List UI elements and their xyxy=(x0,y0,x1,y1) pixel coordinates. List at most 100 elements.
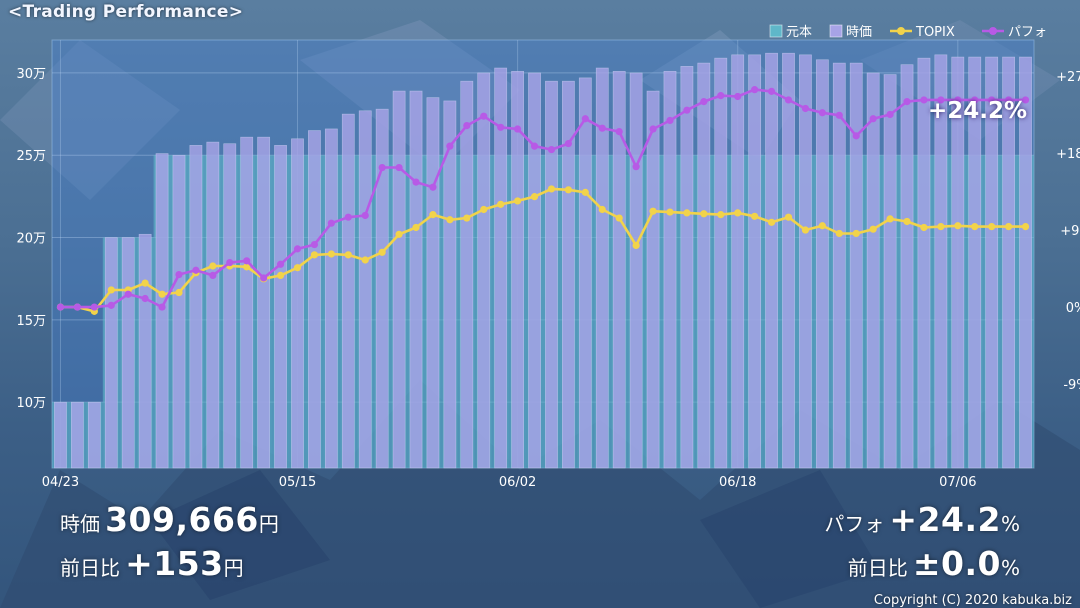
perf-stat: パフォ +24.2% xyxy=(824,500,1020,539)
market-value-bar xyxy=(409,90,423,469)
performance-point xyxy=(971,96,979,104)
topix-point xyxy=(209,262,217,270)
performance-point xyxy=(547,145,556,154)
performance-point xyxy=(564,139,572,148)
performance-point xyxy=(310,240,319,249)
topix-point xyxy=(412,223,420,232)
left-tick-label: 20万 xyxy=(16,232,46,247)
topix-point xyxy=(514,197,522,205)
right-tick-label: +9% xyxy=(1060,224,1080,239)
market-value-bar xyxy=(358,110,372,469)
market-value-bar xyxy=(172,154,186,469)
performance-point xyxy=(700,98,708,106)
x-tick-label: 05/15 xyxy=(279,475,316,490)
market-value-bar xyxy=(765,52,778,469)
legend-marker xyxy=(897,27,905,35)
market-value-bar xyxy=(155,153,169,469)
performance-point xyxy=(73,303,81,311)
topix-point xyxy=(378,248,386,256)
x-tick-label: 04/23 xyxy=(42,475,79,490)
topix-point xyxy=(666,208,674,216)
performance-point xyxy=(886,110,894,119)
market-value-bar xyxy=(917,57,931,469)
right-tick-label: -9% xyxy=(1063,378,1080,393)
performance-point xyxy=(1021,96,1030,104)
performance-point xyxy=(446,142,454,150)
market-value-bar xyxy=(1019,56,1032,469)
topix-point xyxy=(158,290,166,298)
topix-point xyxy=(581,188,589,196)
performance-point xyxy=(497,123,505,131)
market-value-bar xyxy=(968,56,982,469)
market-value-bar xyxy=(223,143,237,469)
performance-point xyxy=(801,104,810,113)
perf-number: +24.2 xyxy=(889,500,1001,539)
topix-point xyxy=(852,229,860,238)
performance-point xyxy=(852,132,860,140)
performance-point xyxy=(412,178,420,186)
topix-point xyxy=(767,218,776,226)
market-value-bar xyxy=(87,401,101,469)
left-tick-label: 15万 xyxy=(16,314,46,329)
topix-point xyxy=(818,222,826,230)
performance-point xyxy=(835,111,843,119)
legend-label: パフォ xyxy=(1008,25,1047,40)
value-change-label: 前日比 xyxy=(60,556,120,580)
topix-point xyxy=(564,186,572,194)
legend: 元本 時価 TOPIX パフォ xyxy=(769,24,1047,40)
topix-point xyxy=(429,211,437,219)
market-value-bar xyxy=(528,72,541,469)
market-value-bar xyxy=(71,401,84,469)
topix-point xyxy=(361,256,369,264)
right-axis: -9% 0% +9% +18% +27% xyxy=(1056,70,1080,393)
market-value-bar xyxy=(629,72,643,469)
value-change-stat: 前日比 +153円 xyxy=(60,544,244,583)
performance-point xyxy=(734,92,742,101)
performance-point xyxy=(717,92,725,100)
market-value-bar xyxy=(324,128,338,469)
performance-point xyxy=(581,115,589,123)
right-tick-label: 0% xyxy=(1066,301,1080,316)
market-value-bar xyxy=(206,141,220,469)
market-value-bar xyxy=(511,70,524,469)
market-value-bar xyxy=(257,136,271,469)
market-value-bar xyxy=(494,67,508,469)
market-value-bar xyxy=(900,64,914,469)
topix-point xyxy=(175,288,183,297)
performance-point xyxy=(260,274,268,282)
x-tick-label: 07/06 xyxy=(939,475,976,490)
market-value-bar xyxy=(934,54,948,469)
topix-point xyxy=(700,210,708,218)
topix-point xyxy=(734,209,742,217)
market-value-bar xyxy=(680,66,694,469)
performance-point xyxy=(192,266,200,274)
market-value-bar xyxy=(748,54,762,469)
value-unit: 円 xyxy=(258,512,279,536)
performance-point xyxy=(175,270,183,279)
left-axis: 10万 15万 20万 25万 30万 xyxy=(16,67,46,411)
performance-point xyxy=(107,301,115,309)
performance-point xyxy=(632,163,640,171)
topix-point xyxy=(327,250,335,258)
perf-change-label: 前日比 xyxy=(847,556,908,580)
topix-point xyxy=(446,216,454,224)
value-number: 309,666 xyxy=(105,500,259,539)
market-value-bar xyxy=(646,90,660,469)
x-tick-label: 06/18 xyxy=(719,475,756,490)
market-value-bar xyxy=(104,237,118,469)
performance-point xyxy=(226,258,234,267)
performance-point xyxy=(530,142,539,150)
performance-point xyxy=(988,96,996,104)
topix-point xyxy=(1021,223,1030,231)
topix-point xyxy=(1005,223,1013,231)
topix-point xyxy=(344,251,352,259)
market-value-bar xyxy=(883,74,897,469)
market-value-bar xyxy=(54,401,67,469)
performance-point xyxy=(598,124,606,132)
market-value-bar xyxy=(477,72,491,469)
performance-badge: +24.2% xyxy=(928,98,1028,124)
performance-point xyxy=(751,86,759,94)
topix-point xyxy=(243,263,251,271)
topix-point xyxy=(751,212,759,220)
